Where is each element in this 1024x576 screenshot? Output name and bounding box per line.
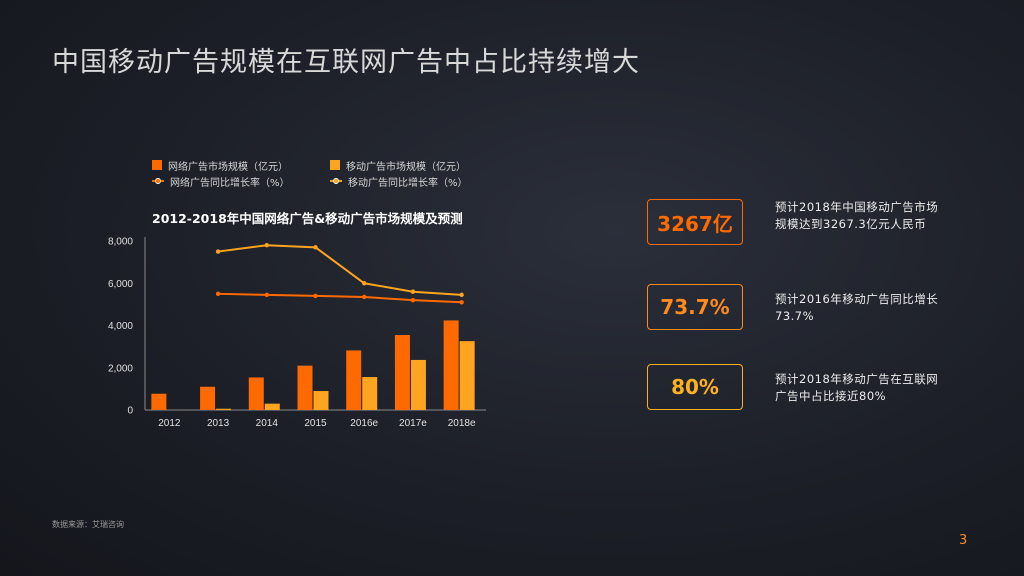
y-tick-label: 6,000	[108, 279, 133, 290]
stat-box-mobile-growth: 73.7%	[647, 284, 743, 330]
bar-mobile	[410, 359, 426, 410]
x-tick-label: 2017e	[399, 418, 427, 429]
stat-box-mobile-size: 3267亿	[647, 199, 743, 245]
stat-value: 80%	[671, 375, 719, 399]
line-point	[410, 289, 416, 294]
bar-mobile	[362, 377, 378, 410]
stat-value: 3267亿	[657, 211, 733, 236]
legend-item-mobile-bar: 移动广告市场规模（亿元）	[330, 158, 508, 173]
x-tick-label: 2016e	[350, 418, 378, 429]
bar-mobile	[313, 390, 329, 410]
page-title: 中国移动广告规模在互联网广告中占比持续增大	[52, 47, 640, 78]
x-tick-label: 2012	[158, 418, 181, 429]
line-point	[313, 293, 318, 299]
line-point	[313, 245, 318, 250]
stat-value: 73.7%	[660, 295, 730, 319]
line-point	[215, 291, 221, 297]
line-point	[215, 249, 221, 254]
chart-legend: 网络广告市场规模（亿元） 移动广告市场规模（亿元） 网络广告同比增长率（%） 移…	[152, 158, 508, 189]
bar-online	[248, 377, 264, 410]
x-tick-label: 2014	[256, 418, 279, 429]
bar-mobile	[459, 341, 475, 410]
line-online-growth	[218, 292, 462, 304]
bar-online	[394, 335, 410, 410]
x-tick-label: 2015	[304, 418, 327, 429]
legend-item-online-line: 网络广告同比增长率（%）	[152, 174, 330, 189]
line-point	[264, 292, 269, 298]
bar-online	[200, 386, 216, 410]
legend-label: 网络广告市场规模（亿元）	[168, 161, 288, 173]
bar-mobile	[264, 403, 280, 410]
legend-swatch	[330, 160, 340, 170]
page-number: 3	[959, 533, 968, 548]
stat-desc-mobile-size: 预计2018年中国移动广告市场规模达到3267.3亿元人民币	[775, 200, 939, 231]
y-tick-label: 4,000	[108, 321, 133, 332]
x-tick-label: 2013	[207, 418, 230, 429]
legend-swatch	[152, 160, 162, 170]
data-source-note: 数据来源：艾瑞咨询	[52, 520, 124, 529]
legend-label: 网络广告同比增长率（%）	[170, 177, 290, 189]
y-tick-label: 8,000	[108, 237, 133, 248]
bar-online	[297, 365, 313, 410]
legend-swatch	[330, 178, 342, 184]
chart-title: 2012-2018年中国网络广告&移动广告市场规模及预测	[152, 211, 463, 226]
line-mobile-growth	[217, 244, 462, 296]
x-tick-label: 2018e	[448, 418, 476, 429]
legend-label: 移动广告同比增长率（%）	[348, 177, 468, 189]
bar-online	[443, 320, 459, 410]
stat-desc-mobile-growth: 预计2016年移动广告同比增长73.7%	[775, 292, 939, 323]
line-point	[264, 243, 269, 248]
stat-desc-mobile-share: 预计2018年移动广告在互联网广告中占比接近80%	[775, 372, 939, 403]
line-point	[459, 300, 464, 305]
bar-mobile	[216, 408, 232, 410]
line-point	[362, 294, 367, 300]
bar-online	[346, 350, 362, 410]
line-point	[362, 281, 367, 286]
legend-item-mobile-line: 移动广告同比增长率（%）	[330, 174, 508, 189]
y-tick-label: 2,000	[108, 363, 133, 374]
legend-label: 移动广告市场规模（亿元）	[346, 161, 466, 173]
y-tick-label: 0	[127, 406, 133, 417]
legend-swatch	[152, 178, 164, 184]
legend-item-online-bar: 网络广告市场规模（亿元）	[152, 158, 330, 173]
line-point	[459, 292, 464, 298]
line-point	[410, 297, 416, 303]
bar-online	[151, 393, 167, 410]
stat-box-mobile-share: 80%	[647, 364, 743, 410]
